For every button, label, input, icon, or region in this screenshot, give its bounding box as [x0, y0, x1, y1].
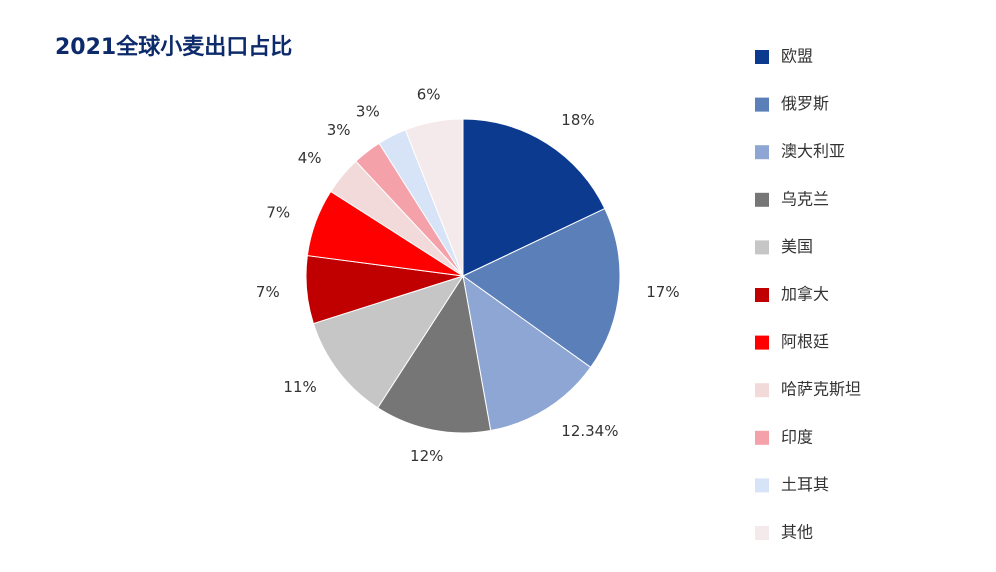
legend-label: 阿根廷 — [781, 332, 829, 351]
legend-swatch — [755, 97, 769, 112]
legend-label: 其他 — [781, 523, 813, 542]
legend-swatch — [755, 50, 769, 64]
chart-title: 2021全球小麦出口占比 — [55, 34, 292, 60]
data-label: 11% — [283, 378, 316, 396]
legend-swatch — [755, 383, 769, 398]
data-label: 7% — [266, 203, 290, 221]
legend-label: 美国 — [781, 237, 813, 256]
data-label: 3% — [327, 121, 351, 139]
data-label: 6% — [417, 86, 441, 104]
legend-label: 澳大利亚 — [781, 142, 845, 161]
data-label: 18% — [561, 111, 594, 129]
pie-slice — [377, 274, 492, 434]
legend-swatch — [755, 526, 769, 540]
legend-label: 土耳其 — [781, 475, 829, 494]
data-label: 12.34% — [561, 422, 618, 440]
legend-swatch — [755, 288, 769, 302]
legend-swatch — [755, 335, 769, 350]
legend-label: 印度 — [781, 427, 813, 446]
legend-swatch — [755, 192, 769, 207]
legend-label: 俄罗斯 — [781, 94, 829, 113]
pie-slice — [462, 274, 592, 432]
legend-swatch — [755, 478, 769, 493]
legend-label: 乌克兰 — [781, 189, 829, 208]
legend-label: 哈萨克斯坦 — [781, 380, 861, 399]
pie-slice — [462, 207, 621, 369]
data-label: 4% — [298, 149, 322, 167]
data-label: 7% — [256, 283, 280, 301]
legend-label: 欧盟 — [781, 47, 813, 66]
legend-swatch — [755, 145, 769, 160]
pie-slice — [312, 275, 465, 409]
legend-swatch — [755, 430, 769, 445]
data-label: 12% — [410, 447, 443, 465]
legend-swatch — [755, 240, 769, 255]
pie-slice — [462, 118, 606, 277]
pie-slice — [404, 118, 464, 277]
legend-label: 加拿大 — [781, 285, 829, 304]
data-label: 17% — [646, 283, 679, 301]
data-label: 3% — [356, 102, 380, 120]
